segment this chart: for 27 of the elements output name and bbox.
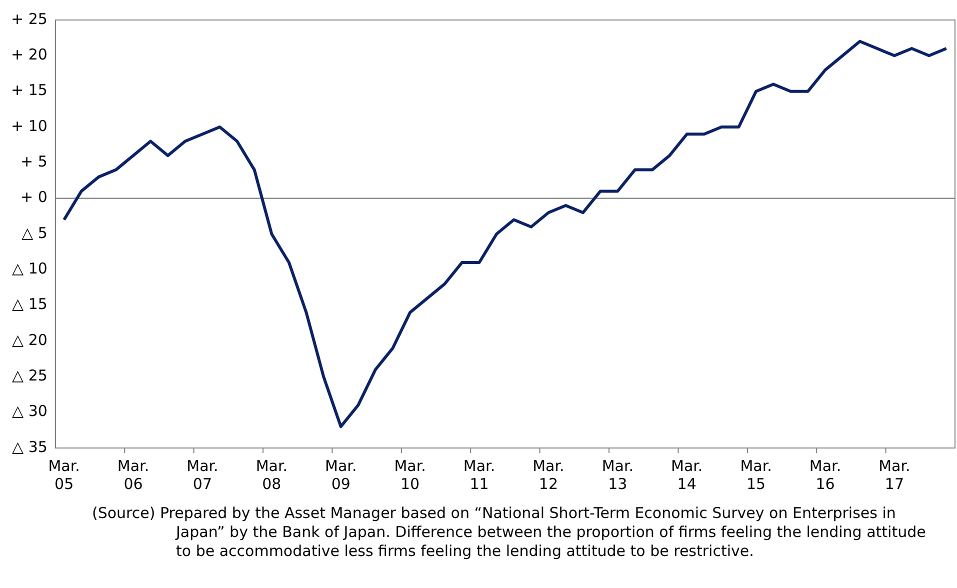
y-tick-label: △ 5 — [22, 224, 48, 242]
x-tick-label: Mar. 12 — [532, 456, 564, 493]
x-tick-label: Mar. 17 — [878, 456, 910, 493]
x-tick-label: Mar. 07 — [186, 456, 218, 493]
x-tick-label: Mar. 09 — [325, 456, 357, 493]
x-tick-label: Mar. 15 — [740, 456, 772, 493]
y-tick-label: △ 10 — [12, 260, 48, 278]
y-tick-label: △ 35 — [12, 438, 48, 456]
y-tick-label: + 25 — [10, 10, 48, 28]
x-tick-label: Mar. 05 — [48, 456, 80, 493]
x-tick-label: Mar. 16 — [809, 456, 842, 493]
y-tick-label: + 10 — [10, 116, 48, 135]
y-tick-label: △ 15 — [12, 295, 48, 314]
x-tick-label: Mar. 06 — [117, 456, 150, 493]
x-tick-label: Mar. 10 — [394, 456, 426, 493]
x-tick-label: Mar. 11 — [463, 456, 496, 493]
y-tick-label: + 15 — [10, 81, 48, 100]
y-tick-label: + 0 — [20, 188, 48, 206]
y-tick-label: △ 20 — [12, 330, 48, 349]
y-tick-label: △ 30 — [12, 402, 48, 420]
y-tick-label: + 5 — [20, 152, 48, 171]
x-tick-label: Mar. 14 — [671, 456, 703, 493]
text: (Source) Prepared by the Asset Manager based on “National Short-Term Economic Survey on Enterprises in Japan” by the Bank of Japan. Difference between the proportion of firms feeling the lending attitude to be accommodative less firms feeling the lending attitude to be restrictive. — [91, 504, 927, 561]
y-tick-label: + 20 — [10, 46, 48, 64]
x-tick-label: Mar. 08 — [256, 456, 288, 493]
y-tick-label: △ 25 — [12, 366, 48, 385]
x-tick-label: Mar. 13 — [602, 456, 634, 493]
